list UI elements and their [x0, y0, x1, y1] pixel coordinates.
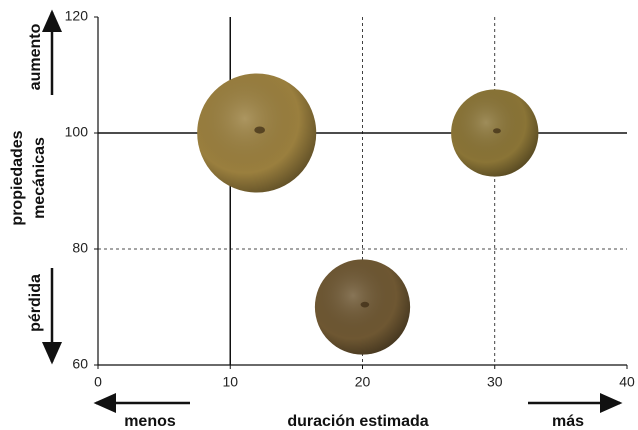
y-tick-label: 60 — [72, 356, 88, 372]
seed-spot — [493, 128, 501, 134]
bubble-shade — [314, 259, 411, 355]
annotation: aumento — [27, 23, 44, 90]
bubble-shade — [197, 73, 317, 193]
y-tick-label: 80 — [72, 240, 88, 256]
x-axis-label: duración estimada — [287, 413, 428, 430]
y-axis-label: propiedades — [9, 130, 26, 225]
y-tick-label: 100 — [65, 124, 89, 140]
y-axis-label: mecánicas — [31, 137, 48, 219]
annotation: menos — [124, 413, 176, 430]
y-tick-label: 120 — [65, 8, 89, 24]
annotation: pérdida — [27, 274, 44, 332]
x-tick-label: 40 — [619, 374, 635, 390]
x-tick-label: 10 — [222, 374, 238, 390]
x-tick-label: 20 — [355, 374, 371, 390]
seed-spot — [254, 126, 266, 134]
bubble-shade — [451, 89, 539, 177]
annotation: más — [552, 413, 584, 430]
x-tick-label: 0 — [94, 374, 102, 390]
x-tick-label: 30 — [487, 374, 503, 390]
seed-spot — [360, 301, 370, 308]
